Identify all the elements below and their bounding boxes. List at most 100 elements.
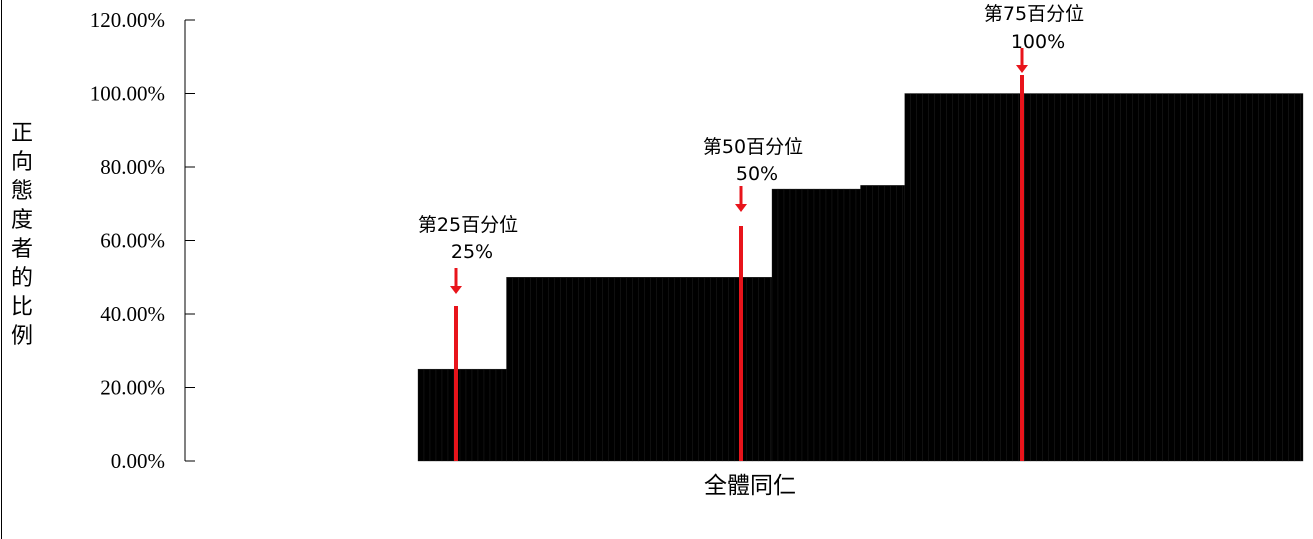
- chart-bar: [501, 368, 507, 462]
- percentile-value: 25%: [451, 241, 493, 263]
- chart-bar: [536, 277, 543, 462]
- chart-bar: [777, 188, 785, 462]
- chart-bar: [1048, 93, 1055, 462]
- chart-bar: [1222, 93, 1229, 462]
- percentile-label: 第25百分位: [418, 214, 518, 236]
- chart-bar: [626, 277, 633, 462]
- arrow-head-icon: [735, 204, 747, 212]
- chart-bar: [495, 368, 503, 462]
- chart-bar: [904, 93, 911, 462]
- chart-bar: [542, 277, 549, 462]
- y-axis-label-char: 比: [11, 295, 33, 320]
- chart-bar: [807, 188, 815, 462]
- chart-bar: [1252, 93, 1259, 462]
- chart-bar: [1030, 93, 1037, 462]
- chart-bar: [825, 188, 833, 462]
- y-axis-label-char: 向: [11, 150, 33, 175]
- chart-bar: [884, 185, 891, 462]
- chart-bar: [837, 188, 845, 462]
- chart-bar: [1282, 93, 1289, 462]
- chart-bar: [656, 277, 663, 462]
- chart-bar: [429, 368, 437, 462]
- chart-bar: [680, 277, 687, 462]
- chart-bar: [1300, 93, 1304, 462]
- chart-bar: [578, 277, 585, 462]
- chart-bar: [1198, 93, 1205, 462]
- chart-bar: [1216, 93, 1223, 462]
- chart-bar: [674, 277, 681, 462]
- chart-bar: [668, 277, 675, 462]
- chart-bar: [441, 368, 449, 462]
- chart-bar: [1228, 93, 1235, 462]
- chart-bar: [764, 277, 771, 462]
- chart-bar: [1012, 93, 1019, 462]
- chart-bar: [644, 277, 651, 462]
- chart-bar: [1174, 93, 1181, 462]
- chart-bar: [878, 185, 885, 462]
- chart-bar: [686, 277, 693, 462]
- chart-bar: [620, 277, 627, 462]
- chart-bar: [964, 93, 971, 462]
- chart-bar: [1288, 93, 1295, 462]
- chart-bar: [524, 277, 531, 462]
- chart-bar: [1168, 93, 1175, 462]
- y-tick-label: 120.00%: [90, 8, 165, 32]
- percentile-value: 50%: [736, 163, 778, 185]
- chart-bar: [1000, 93, 1007, 462]
- chart-bar: [1066, 93, 1073, 462]
- chart-bar: [716, 277, 723, 462]
- chart-bar: [928, 93, 935, 462]
- chart-bar: [860, 185, 867, 462]
- chart-bar: [1072, 93, 1079, 462]
- chart-bar: [728, 277, 735, 462]
- chart-bar: [922, 93, 929, 462]
- chart-bar: [940, 93, 947, 462]
- chart-bar: [638, 277, 645, 462]
- chart-bar: [447, 368, 455, 462]
- percentile-annotations: 第25百分位 25% 第50百分位 50% 第75百分位 100%: [418, 3, 1084, 461]
- chart-bar: [970, 93, 977, 462]
- chart-bar: [1138, 93, 1145, 462]
- chart-bar: [477, 368, 485, 462]
- chart-bar: [596, 277, 603, 462]
- chart-bar: [813, 188, 821, 462]
- chart-bar: [1042, 93, 1049, 462]
- chart-bar: [952, 93, 959, 462]
- chart-bar: [819, 188, 827, 462]
- chart-bar: [1246, 93, 1253, 462]
- chart-bar: [1120, 93, 1127, 462]
- chart-bar: [572, 277, 579, 462]
- chart-bar: [1240, 93, 1247, 462]
- chart-bar: [872, 185, 879, 462]
- chart-bar: [566, 277, 573, 462]
- chart-bar: [758, 277, 765, 462]
- chart-bar: [602, 277, 609, 462]
- x-axis-label: 全體同仁: [704, 473, 796, 499]
- y-axis-ticks: 0.00% 20.00% 40.00% 60.00% 80.00% 100.00% 120.…: [90, 8, 195, 473]
- chart-bar: [1078, 93, 1085, 462]
- chart-bar: [746, 277, 753, 462]
- chart-bar: [608, 277, 615, 462]
- chart-bar: [614, 277, 621, 462]
- chart-bar: [1102, 93, 1109, 462]
- chart-bar: [506, 277, 513, 462]
- chart-bar: [771, 188, 779, 462]
- chart-bar: [916, 93, 923, 462]
- chart-bar: [1150, 93, 1157, 462]
- chart-bar: [435, 368, 443, 462]
- arrow-head-icon: [450, 286, 462, 294]
- chart-bar: [632, 277, 639, 462]
- y-tick-label: 40.00%: [100, 302, 165, 326]
- chart-bar: [423, 368, 431, 462]
- chart-bar: [1024, 93, 1031, 462]
- chart-bar: [1204, 93, 1211, 462]
- y-axis-label-char: 例: [11, 324, 33, 349]
- chart-bar: [1084, 93, 1091, 462]
- chart-bar: [976, 93, 983, 462]
- arrow-head-icon: [1016, 65, 1028, 73]
- chart-bar: [934, 93, 941, 462]
- chart-bar: [1132, 93, 1139, 462]
- chart-bar: [1096, 93, 1103, 462]
